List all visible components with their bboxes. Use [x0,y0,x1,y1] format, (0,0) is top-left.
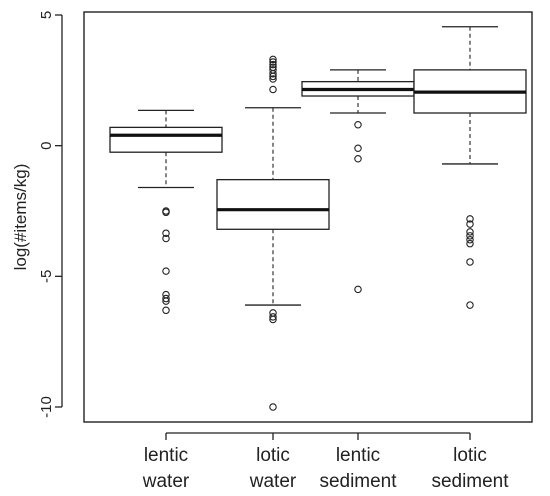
outlier-point [162,297,170,305]
outlier-point [162,306,170,315]
outlier-point [269,63,277,72]
box-2 [216,55,330,411]
outlier-point [269,66,277,74]
outlier-point [466,215,474,223]
y-tick-label: 0 [38,141,55,149]
x-axis: lentic water lotic water lentic sediment lotic… [142,432,509,492]
outlier-point [269,315,277,324]
outlier-point [269,60,277,69]
outlier-point [354,285,362,294]
outlier-point [162,229,170,237]
outlier-point [466,232,474,240]
outlier-point [162,234,170,243]
x-tick-label-line1: lotic [256,445,290,466]
outlier-point [354,121,362,129]
y-tick-label: 5 [38,11,55,19]
outlier-point [269,85,277,94]
y-tick-label: -10 [38,396,55,418]
box-series [109,26,527,411]
iqr-box [109,126,223,153]
x-tick-label-line2: water [249,471,297,492]
outlier-point [269,75,277,83]
outlier-point [354,154,362,163]
box-4 [413,26,527,309]
outlier-point [162,267,170,275]
x-tick-label-line1: lentic [336,445,380,466]
iqr-box [216,178,330,230]
outlier-point [466,239,474,248]
x-tick-label-line2: sediment [319,471,397,492]
box-1 [109,109,223,315]
outlier-point [466,235,474,244]
y-tick-label: -5 [38,270,55,283]
x-tick-label-line1: lotic [453,445,487,466]
outlier-point [466,220,474,228]
outlier-point [466,258,474,266]
x-tick-label-line2: water [142,471,190,492]
outlier-point [269,58,277,66]
outlier-point [466,301,474,309]
outlier-point [162,208,170,217]
outlier-point [269,403,277,411]
outlier-point [269,313,277,321]
outlier-point [354,144,362,153]
y-axis: 5 0 -5 -10 [38,11,63,418]
y-axis-label: log(#items/kg) [11,164,30,271]
outlier-point [269,55,277,64]
plot-frame [83,11,533,423]
outlier-point [466,228,474,236]
x-tick-label-line1: lentic [144,445,188,466]
outlier-point [162,294,170,303]
x-tick-label-line2: sediment [431,471,509,492]
